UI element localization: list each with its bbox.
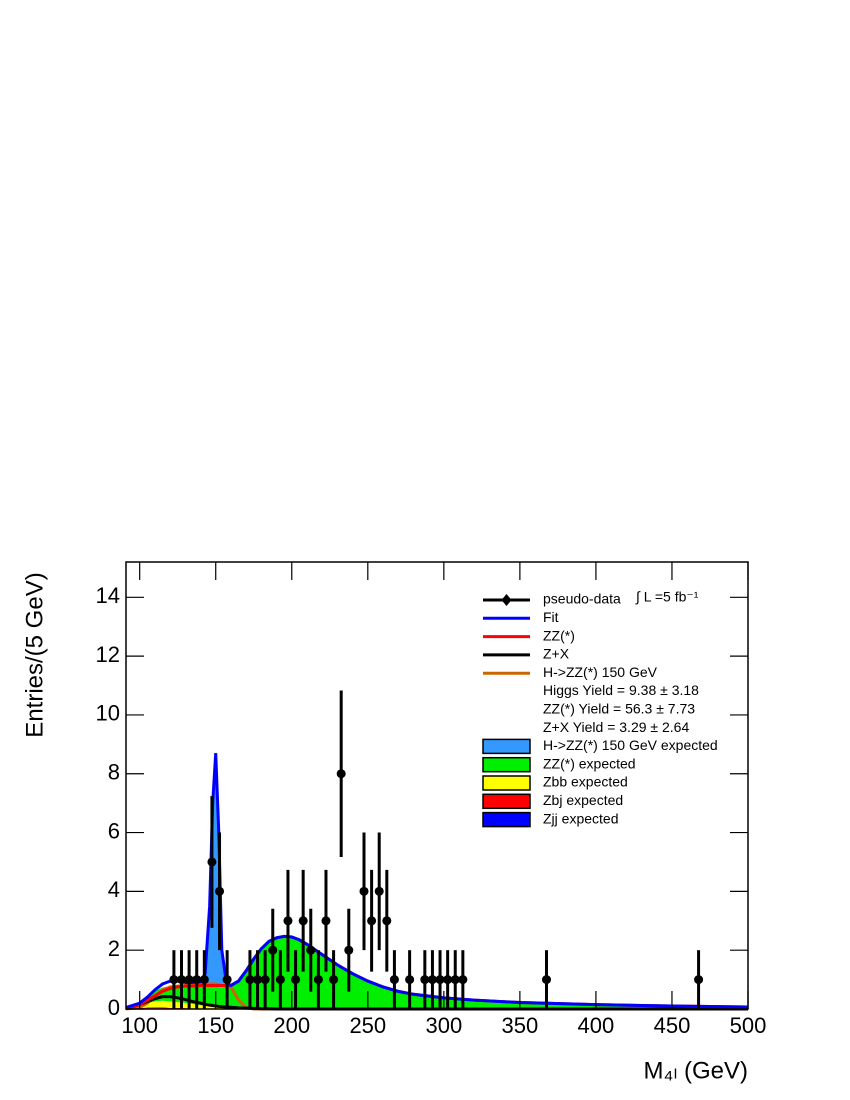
data-point bbox=[321, 916, 331, 926]
data-point bbox=[329, 975, 339, 985]
data-point bbox=[207, 857, 217, 867]
legend-label: Zjj expected bbox=[543, 810, 618, 826]
data-point bbox=[420, 975, 430, 985]
data-point bbox=[184, 975, 194, 985]
y-tick-label: 8 bbox=[108, 760, 120, 785]
data-point bbox=[222, 975, 232, 985]
x-tick-label: 300 bbox=[425, 1013, 462, 1038]
legend-swatch bbox=[482, 756, 531, 773]
data-point bbox=[427, 975, 437, 985]
data-point bbox=[245, 975, 255, 985]
data-point bbox=[306, 945, 316, 955]
legend-label: Zbj expected bbox=[543, 792, 623, 808]
data-point bbox=[694, 975, 704, 985]
data-point bbox=[435, 975, 445, 985]
data-point bbox=[192, 975, 202, 985]
x-tick-label: 150 bbox=[197, 1013, 234, 1038]
luminosity-label: ∫ L =5 fb⁻¹ bbox=[635, 589, 699, 605]
x-tick-label: 350 bbox=[502, 1013, 539, 1038]
legend-label: Z+X bbox=[543, 646, 570, 662]
legend-label: Fit bbox=[543, 609, 559, 625]
legend-swatch bbox=[482, 793, 531, 810]
data-point bbox=[405, 975, 415, 985]
data-point bbox=[275, 975, 285, 985]
y-axis-title: Entries/(5 GeV) bbox=[21, 572, 48, 737]
x-axis-title: M₄ₗ (GeV) bbox=[644, 1057, 748, 1084]
x-tick-label: 500 bbox=[730, 1013, 767, 1038]
y-tick-label: 6 bbox=[108, 818, 120, 843]
data-point bbox=[382, 916, 392, 926]
legend-label: H->ZZ(*) 150 GeV bbox=[543, 664, 658, 680]
yield-annotation: Higgs Yield = 9.38 ± 3.18 bbox=[543, 682, 699, 698]
y-tick-label: 12 bbox=[96, 642, 120, 667]
y-tick-label: 0 bbox=[108, 995, 120, 1020]
data-point bbox=[169, 975, 179, 985]
y-tick-label: 2 bbox=[108, 936, 120, 961]
legend-label: ZZ(*) bbox=[543, 627, 575, 643]
data-point bbox=[313, 975, 323, 985]
y-tick-label: 4 bbox=[108, 877, 120, 902]
data-point bbox=[336, 769, 346, 779]
data-point bbox=[199, 975, 209, 985]
x-tick-label: 450 bbox=[654, 1013, 691, 1038]
y-tick-label: 10 bbox=[96, 701, 120, 726]
data-point bbox=[359, 886, 369, 896]
data-point bbox=[298, 916, 308, 926]
legend-label: Zbb expected bbox=[543, 774, 628, 790]
legend-label: H->ZZ(*) 150 GeV expected bbox=[543, 737, 718, 753]
x-tick-label: 100 bbox=[121, 1013, 158, 1038]
y-tick-label: 14 bbox=[96, 583, 120, 608]
legend-marker bbox=[501, 594, 512, 606]
data-point bbox=[253, 975, 263, 985]
legend-label: pseudo-data bbox=[543, 591, 621, 607]
legend-swatch bbox=[482, 775, 531, 791]
data-point bbox=[541, 975, 551, 985]
legend-swatch bbox=[482, 811, 531, 828]
data-point bbox=[450, 975, 460, 985]
x-tick-label: 250 bbox=[349, 1013, 386, 1038]
data-point bbox=[367, 916, 377, 926]
data-point bbox=[283, 916, 293, 926]
legend-swatch bbox=[482, 738, 531, 755]
yield-annotation: Z+X Yield = 3.29 ± 2.64 bbox=[543, 719, 689, 735]
data-point bbox=[344, 945, 354, 955]
data-point bbox=[458, 975, 468, 985]
plot-frame bbox=[125, 561, 749, 1010]
data-point bbox=[291, 975, 301, 985]
data-point bbox=[389, 975, 399, 985]
legend-label: ZZ(*) expected bbox=[543, 755, 636, 771]
data-point bbox=[260, 975, 270, 985]
x-tick-label: 200 bbox=[273, 1013, 310, 1038]
x-tick-label: 400 bbox=[578, 1013, 615, 1038]
yield-annotation: ZZ(*) Yield = 56.3 ± 7.73 bbox=[543, 701, 695, 717]
data-point bbox=[177, 975, 187, 985]
data-point bbox=[268, 945, 278, 955]
data-point bbox=[215, 886, 225, 896]
data-point bbox=[374, 886, 384, 896]
data-point bbox=[443, 975, 453, 985]
